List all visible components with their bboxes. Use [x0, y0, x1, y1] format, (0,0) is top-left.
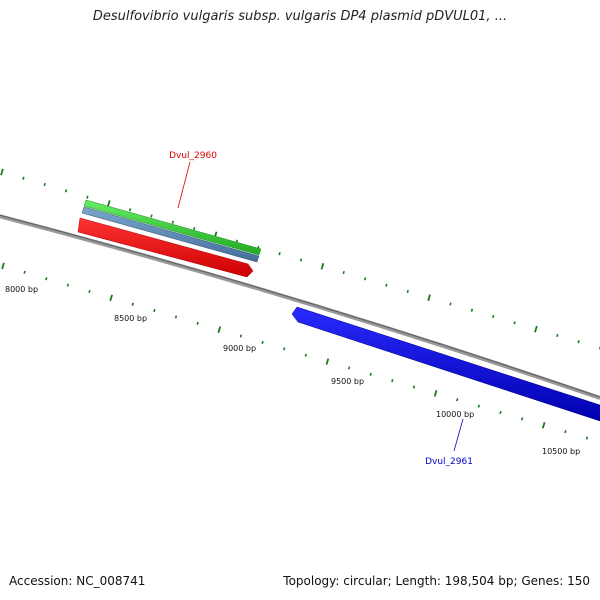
- inner-tick-26: [564, 430, 567, 434]
- inner-tick-18: [391, 379, 394, 383]
- outer-tick-20: [427, 294, 431, 302]
- outer-tick-24: [513, 321, 516, 325]
- inner-tick-25: [541, 421, 546, 429]
- inner-tick-9: [196, 321, 199, 325]
- ruler-label-10500: 10500 bp: [542, 447, 580, 456]
- outer-tick-9: [193, 226, 196, 231]
- inner-tick-5: [109, 294, 113, 302]
- outer-tick-27: [577, 340, 580, 344]
- outer-tick-17: [363, 277, 367, 281]
- outer-tick-7: [150, 214, 153, 218]
- gene-leader-dvul-2960: [177, 161, 191, 209]
- outer-tick-14: [299, 258, 303, 262]
- ruler-label-10000: 10000 bp: [436, 410, 474, 419]
- inner-tick-21: [456, 398, 459, 402]
- plasmid-backbone-highlight: [0, 214, 600, 398]
- outer-tick-15: [320, 262, 325, 270]
- inner-tick-6: [131, 302, 134, 306]
- inner-tick-2: [45, 277, 48, 281]
- outer-tick-18: [385, 283, 388, 287]
- inner-tick-19: [412, 385, 416, 389]
- outer-tick-26: [556, 333, 559, 338]
- outer-tick-8: [171, 220, 175, 224]
- map-title: Desulfovibrio vulgaris subsp. vulgaris D…: [92, 9, 508, 24]
- inner-tick-27: [585, 436, 589, 440]
- inner-tick-23: [499, 410, 502, 415]
- outer-tick-21: [449, 302, 452, 306]
- accession-text: Accession: NC_008741: [9, 574, 146, 588]
- outer-tick-1: [22, 176, 25, 180]
- outer-tick-23: [492, 314, 495, 319]
- inner-tick-13: [283, 347, 286, 351]
- cog-bar-steel: [81, 206, 260, 263]
- inner-tick-3: [66, 283, 70, 287]
- outer-tick-0: [0, 168, 4, 176]
- inner-tick-24: [520, 417, 524, 421]
- gene-arrow-dvul-2960[interactable]: [77, 217, 254, 278]
- inner-tick-0: [1, 262, 5, 270]
- outer-tick-2: [43, 182, 46, 187]
- outer-tick-4: [86, 195, 89, 199]
- inner-ruler-ticks: [1, 262, 589, 440]
- inner-tick-7: [153, 308, 156, 313]
- outer-tick-5: [107, 200, 111, 207]
- plasmid-backbone: [0, 214, 600, 400]
- inner-tick-17: [369, 372, 372, 376]
- outer-tick-19: [406, 289, 409, 294]
- gene-arrow-dvul-2961[interactable]: [291, 306, 600, 422]
- inner-tick-11: [239, 334, 243, 338]
- gene-leader-dvul-2961: [453, 418, 464, 452]
- inner-tick-12: [261, 340, 264, 345]
- inner-tick-14: [304, 353, 307, 357]
- inner-tick-22: [477, 404, 480, 408]
- topology-summary: Topology: circular; Length: 198,504 bp; …: [283, 574, 590, 588]
- inner-tick-15: [325, 358, 330, 365]
- cog-bar-green: [83, 199, 262, 256]
- inner-tick-1: [23, 270, 26, 274]
- inner-tick-10: [217, 326, 222, 334]
- inner-tick-4: [88, 289, 91, 294]
- outer-tick-25: [534, 325, 538, 333]
- inner-tick-16: [347, 366, 351, 370]
- ruler-label-9500: 9500 bp: [331, 377, 364, 386]
- outer-tick-13: [278, 252, 281, 256]
- ruler-label-9000: 9000 bp: [223, 344, 256, 353]
- outer-tick-22: [470, 308, 474, 312]
- outer-tick-16: [342, 270, 345, 275]
- gene-label-dvul-2960[interactable]: Dvul_2960: [169, 151, 217, 161]
- ruler-label-8500: 8500 bp: [114, 314, 147, 323]
- ruler-label-8000: 8000 bp: [5, 285, 38, 294]
- outer-tick-3: [64, 189, 68, 193]
- gene-label-dvul-2961[interactable]: Dvul_2961: [425, 457, 473, 467]
- inner-tick-8: [174, 315, 178, 319]
- inner-tick-20: [433, 390, 438, 397]
- outer-tick-6: [128, 208, 132, 212]
